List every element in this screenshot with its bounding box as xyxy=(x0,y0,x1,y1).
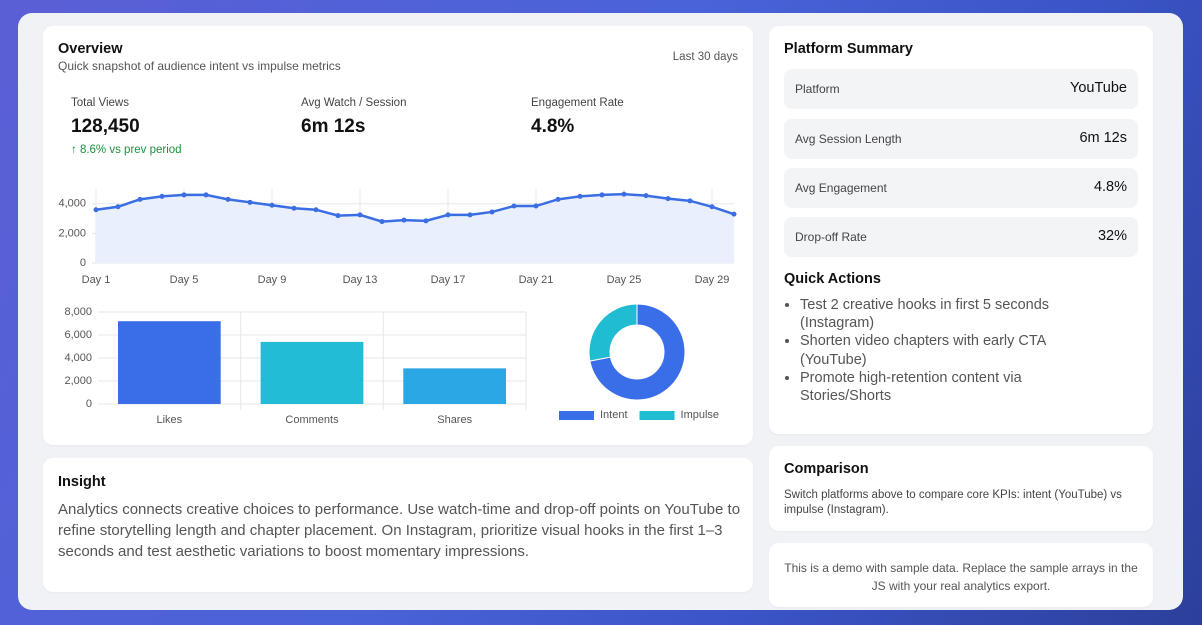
row-value: 4.8% xyxy=(1093,179,1127,195)
summary-row: Platform YouTube xyxy=(784,69,1138,109)
bar xyxy=(117,321,221,404)
y-tick-label: 4,000 xyxy=(58,198,86,210)
line-point xyxy=(401,217,407,223)
y-tick-label: 4,000 xyxy=(64,352,92,364)
line-point xyxy=(225,196,231,202)
line-point xyxy=(379,219,385,225)
kpi-label: Engagement Rate xyxy=(531,97,624,109)
line xyxy=(95,192,735,223)
x-tick-label: Comments xyxy=(285,414,339,426)
donut-slice xyxy=(589,303,686,401)
legend-swatch xyxy=(559,411,594,420)
comparison-text: Switch platforms above to compare core K… xyxy=(784,489,1122,516)
kpi-value: 4.8% xyxy=(531,116,575,137)
bar xyxy=(403,368,507,404)
comparison-title: Comparison xyxy=(784,461,869,477)
note-card xyxy=(769,543,1153,607)
note-text: This is a demo with sample data. Replace… xyxy=(784,561,1138,593)
row-value: 6m 12s xyxy=(1079,130,1127,146)
line-point xyxy=(445,212,451,218)
period-label: Last 30 days xyxy=(672,51,738,63)
line-point xyxy=(621,191,627,197)
action-item: Shorten video chapters with early CTA (Y… xyxy=(800,332,1100,368)
x-tick-label: Day 5 xyxy=(170,274,199,286)
x-tick-label: Day 13 xyxy=(343,274,378,286)
line-area xyxy=(96,194,734,263)
line-point xyxy=(357,212,363,218)
summary-row: Avg Session Length 6m 12s xyxy=(784,119,1138,159)
comparison-card xyxy=(769,446,1153,531)
line-point xyxy=(93,207,99,213)
x-tick-label: Likes xyxy=(156,414,182,426)
x-tick-label: Day 25 xyxy=(607,274,642,286)
line-point xyxy=(159,193,165,199)
line-point xyxy=(269,202,275,208)
x-tick-label: Day 17 xyxy=(431,274,466,286)
line-point xyxy=(533,203,539,209)
y-tick-label: 2,000 xyxy=(58,227,86,239)
line-point xyxy=(203,192,209,198)
line-point xyxy=(599,192,605,198)
line-point xyxy=(181,192,187,198)
bar xyxy=(260,341,364,404)
insight-text: Analytics connects creative choices to p… xyxy=(58,501,741,560)
x-tick-label: Day 1 xyxy=(82,274,111,286)
line-point xyxy=(335,213,341,219)
summary-title: Platform Summary xyxy=(784,41,913,57)
donut-slice xyxy=(588,303,638,362)
row-label: Avg Engagement xyxy=(795,181,887,195)
line-point xyxy=(709,204,715,210)
line-point xyxy=(313,207,319,213)
x-tick-label: Day 9 xyxy=(258,274,287,286)
summary-row: Avg Engagement 4.8% xyxy=(784,168,1138,208)
legend-label: Intent xyxy=(600,409,628,421)
line-point xyxy=(423,218,429,224)
row-value: 32% xyxy=(1097,228,1127,244)
actions-list: Test 2 creative hooks in first 5 seconds… xyxy=(784,296,1100,405)
insight-card xyxy=(43,458,753,592)
line-point xyxy=(731,211,737,217)
legend-swatch xyxy=(639,411,675,420)
y-tick-label: 2,000 xyxy=(64,375,92,387)
y-tick-label: 0 xyxy=(86,398,92,410)
line-point xyxy=(489,209,495,215)
overview-subtitle: Quick snapshot of audience intent vs imp… xyxy=(58,59,341,73)
x-tick-label: Day 29 xyxy=(695,274,730,286)
y-tick-label: 6,000 xyxy=(64,329,92,341)
line-point xyxy=(511,203,517,209)
line-point xyxy=(665,196,671,202)
line-point xyxy=(137,196,143,202)
row-label: Avg Session Length xyxy=(795,132,902,146)
line-point xyxy=(247,199,253,205)
legend-label: Impulse xyxy=(681,409,720,421)
action-item: Test 2 creative hooks in first 5 seconds… xyxy=(800,296,1100,332)
line-point xyxy=(643,193,649,199)
overview-title: Overview xyxy=(58,41,123,57)
line-point xyxy=(115,204,121,210)
line-point xyxy=(687,198,693,204)
insight-title: Insight xyxy=(58,474,106,490)
line-point xyxy=(577,193,583,199)
x-tick-label: Shares xyxy=(437,414,472,426)
kpi-delta: ↑ 8.6% vs prev period xyxy=(71,144,182,156)
line-point xyxy=(467,212,473,218)
action-item: Promote high-retention content via Stori… xyxy=(800,369,1100,405)
kpi-value: 128,450 xyxy=(71,116,140,137)
y-tick-label: 0 xyxy=(80,257,86,269)
summary-row: Drop-off Rate 32% xyxy=(784,217,1138,257)
actions-title: Quick Actions xyxy=(784,271,881,287)
kpi-label: Avg Watch / Session xyxy=(301,97,407,109)
kpi-label: Total Views xyxy=(71,97,129,109)
row-label: Platform xyxy=(795,82,840,96)
x-tick-label: Day 21 xyxy=(519,274,554,286)
line-point xyxy=(291,205,297,211)
row-label: Drop-off Rate xyxy=(795,230,867,244)
kpi-value: 6m 12s xyxy=(301,116,366,137)
y-tick-label: 8,000 xyxy=(64,306,92,318)
row-value: YouTube xyxy=(1070,80,1127,96)
line-point xyxy=(555,196,561,202)
